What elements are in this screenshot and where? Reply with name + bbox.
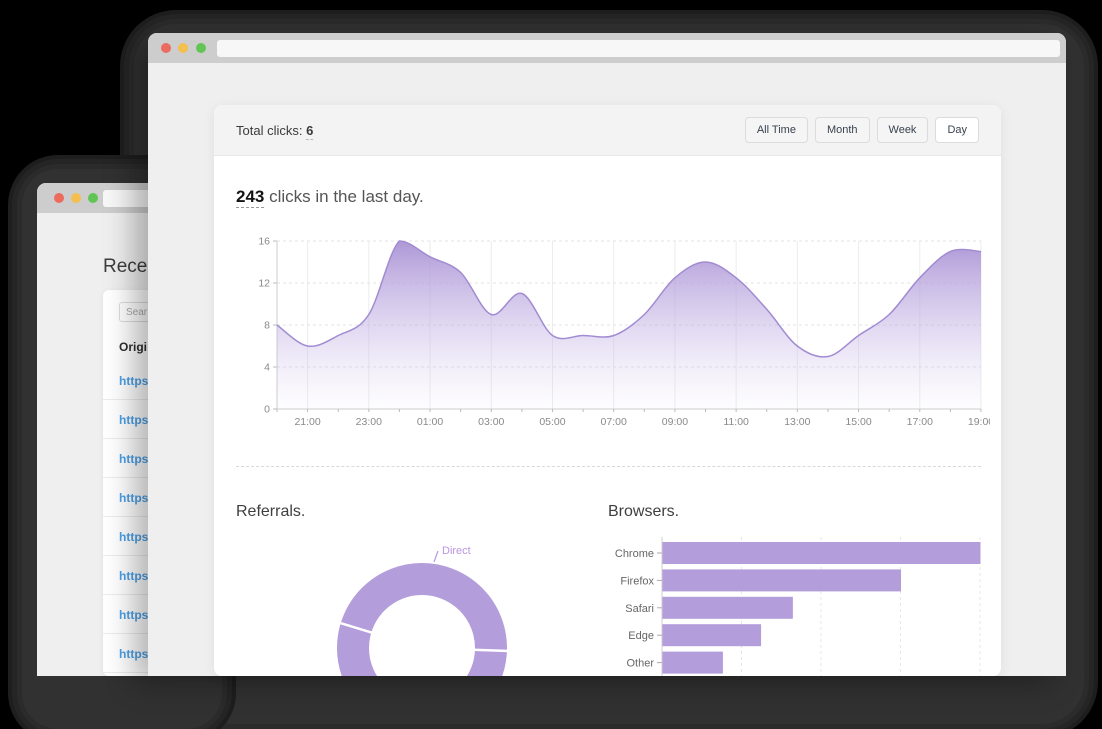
clicks-count: 243 xyxy=(236,187,265,208)
original-url-link[interactable]: https: xyxy=(119,530,153,544)
original-url-link[interactable]: https: xyxy=(119,608,153,622)
front-titlebar xyxy=(148,33,1066,63)
svg-text:11:00: 11:00 xyxy=(723,416,749,428)
svg-text:01:00: 01:00 xyxy=(417,416,443,428)
original-url-link[interactable]: https: xyxy=(119,374,153,388)
svg-text:19:00: 19:00 xyxy=(968,416,990,428)
minimize-button-icon[interactable] xyxy=(71,193,81,203)
front-browser-window: Total clicks: 6 All Time Month Week Day 243… xyxy=(148,33,1066,676)
time-filter-group: All Time Month Week Day xyxy=(744,117,979,143)
analytics-card: Total clicks: 6 All Time Month Week Day 243… xyxy=(214,105,1001,676)
svg-text:17:00: 17:00 xyxy=(907,416,933,428)
original-url-link[interactable]: https: xyxy=(119,569,153,583)
svg-text:15:00: 15:00 xyxy=(845,416,871,428)
svg-text:4: 4 xyxy=(264,362,270,374)
analytics-card-header: Total clicks: 6 All Time Month Week Day xyxy=(214,105,1001,156)
zoom-button-icon[interactable] xyxy=(196,43,206,53)
bar-category-label: Other xyxy=(626,658,654,670)
clicks-area-chart: 21:00 23:00 01:00 03:00 05:00 07:00 09:00 11:00… xyxy=(258,236,990,429)
section-divider xyxy=(236,466,981,467)
original-url-link[interactable]: https: xyxy=(119,413,153,427)
bar-category-label: Safari xyxy=(625,603,654,615)
recent-links-heading: Recen xyxy=(103,256,158,277)
filter-button-day[interactable]: Day xyxy=(935,117,979,143)
bar-category-label: Firefox xyxy=(620,575,654,587)
close-button-icon[interactable] xyxy=(161,43,171,53)
svg-text:23:00: 23:00 xyxy=(356,416,382,428)
svg-text:21:00: 21:00 xyxy=(294,416,320,428)
close-button-icon[interactable] xyxy=(54,193,64,203)
svg-text:12: 12 xyxy=(258,278,270,290)
svg-text:09:00: 09:00 xyxy=(662,416,688,428)
svg-text:16: 16 xyxy=(258,236,270,248)
svg-text:8: 8 xyxy=(264,320,270,332)
svg-text:03:00: 03:00 xyxy=(478,416,504,428)
original-url-link[interactable]: https: xyxy=(119,452,153,466)
bar-category-label: Chrome xyxy=(615,548,654,560)
original-url-link[interactable]: https: xyxy=(119,491,153,505)
total-clicks-label: Total clicks: xyxy=(236,122,303,138)
total-clicks: Total clicks: 6 xyxy=(236,122,314,140)
referrals-donut-chart: Direct xyxy=(337,545,509,676)
svg-text:0: 0 xyxy=(264,404,270,416)
front-address-bar[interactable] xyxy=(217,40,1060,57)
svg-text:13:00: 13:00 xyxy=(784,416,810,428)
original-url-link[interactable]: https: xyxy=(119,647,153,661)
filter-button-month[interactable]: Month xyxy=(814,117,870,143)
page-background: { "colors": { "accent_purple": "#b49ddb"… xyxy=(22,24,1084,729)
svg-text:07:00: 07:00 xyxy=(601,416,627,428)
bar-category-label: Edge xyxy=(628,630,654,642)
referrals-title: Referrals. xyxy=(236,503,306,520)
zoom-button-icon[interactable] xyxy=(88,193,98,203)
clicks-headline-text: clicks in the last day. xyxy=(264,187,424,206)
minimize-button-icon[interactable] xyxy=(178,43,188,53)
browsers-title: Browsers. xyxy=(608,503,680,520)
filter-button-week[interactable]: Week xyxy=(876,117,929,143)
original-url-column-header: Origi xyxy=(119,340,148,354)
svg-text:05:00: 05:00 xyxy=(539,416,565,428)
clicks-headline: 243 clicks in the last day. xyxy=(236,187,424,208)
filter-button-all-time[interactable]: All Time xyxy=(744,117,808,143)
total-clicks-value: 6 xyxy=(306,122,314,140)
browsers-bar-chart: Chrome Firefox Safari Edge Other xyxy=(615,537,981,676)
donut-slice-label: Direct xyxy=(442,545,471,557)
